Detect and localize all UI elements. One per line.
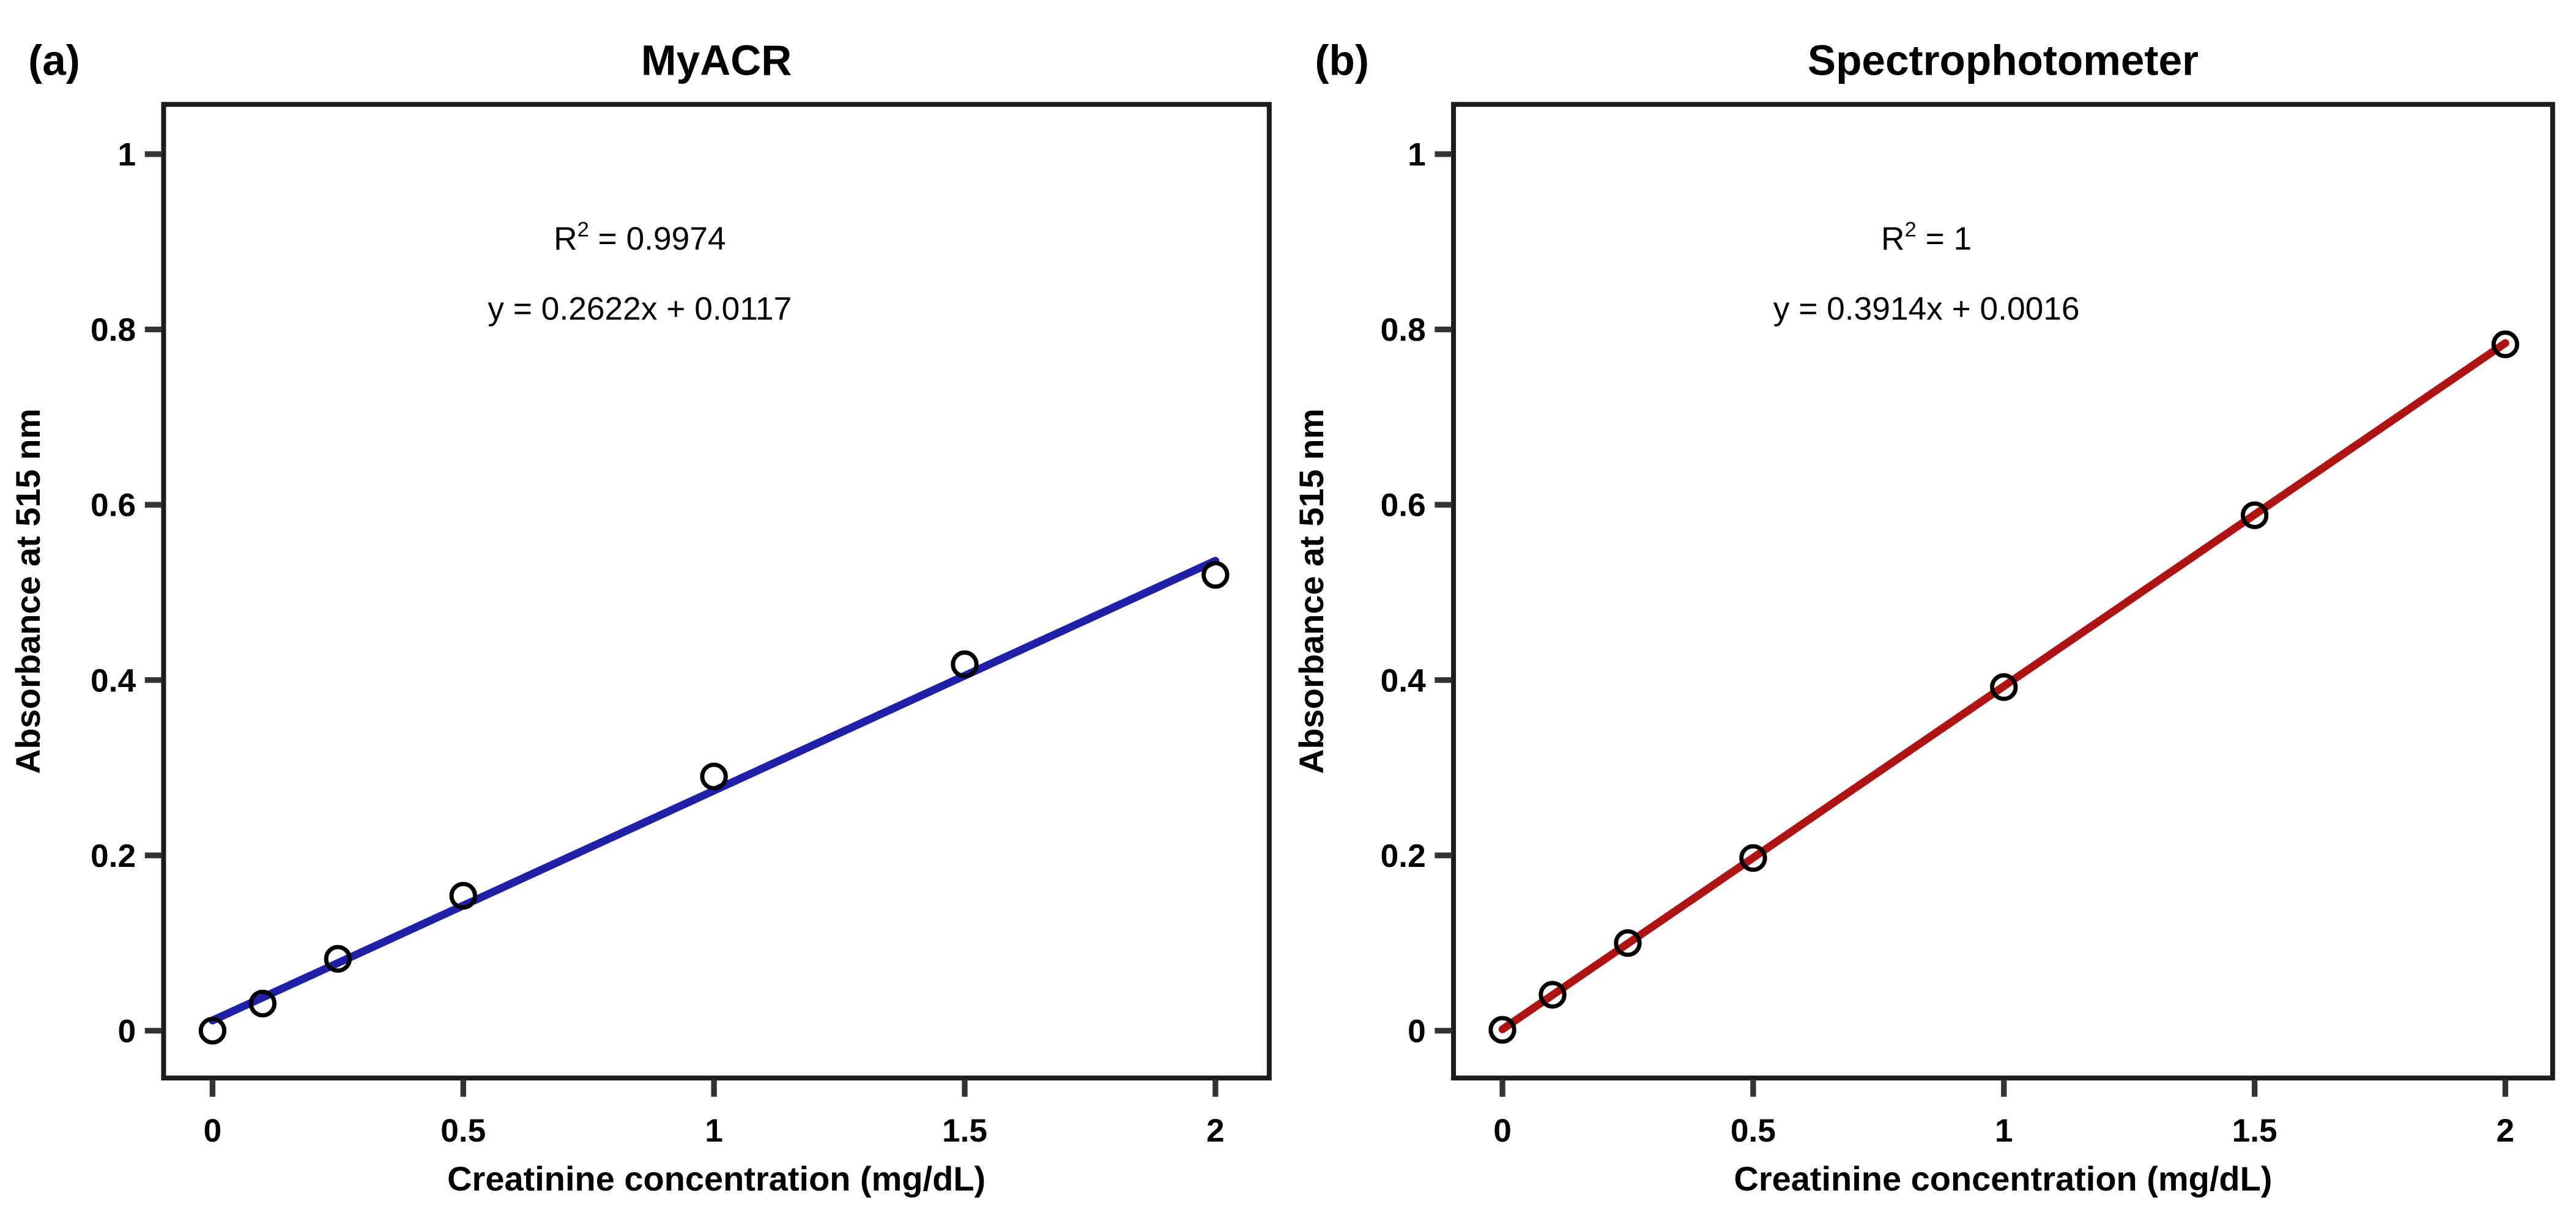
panel-a: 0 0.5 1 1.5 2 0 0.2 0.4 0.6 0.8 1 (a) MyACR Creatinin… xyxy=(9,37,1272,1198)
data-point-a xyxy=(248,989,277,1018)
panel-title-a: MyACR xyxy=(641,37,792,84)
y-tick-label-a: 0 xyxy=(117,1013,136,1049)
equation-annotation-b: y = 0.3914x + 0.0016 xyxy=(1773,291,2080,327)
x-tick-label-b: 1 xyxy=(1995,1113,2013,1149)
y-tick-label-b: 0.6 xyxy=(1381,488,1426,524)
plot-border-a xyxy=(161,102,1272,1081)
fit-line-b xyxy=(1498,339,2509,1033)
data-point-a xyxy=(1201,561,1230,589)
panel-letter-b: (b) xyxy=(1315,37,1368,84)
y-tick-label-b: 0.2 xyxy=(1381,838,1426,874)
data-point-b xyxy=(2491,330,2520,359)
data-point-a xyxy=(700,762,728,790)
data-point-a xyxy=(324,945,352,973)
panel-title-b: Spectrophotometer xyxy=(1808,37,2199,84)
plot-border-b xyxy=(1451,102,2555,1081)
x-tick-label-a: 0 xyxy=(204,1113,222,1149)
data-point-b xyxy=(1739,844,1767,872)
y-tick-label-a: 0.6 xyxy=(91,488,136,524)
x-tick-label-b: 2 xyxy=(2496,1113,2515,1149)
panel-b: 0 0.5 1 1.5 2 0 0.2 0.4 0.6 0.8 1 (b) Spectrophotome… xyxy=(1292,37,2555,1198)
y-tick-label-b: 0 xyxy=(1408,1013,1426,1049)
x-tick-label-b: 0 xyxy=(1493,1113,1512,1149)
y-axis-label-b: Absorbance at 515 nm xyxy=(1292,409,1331,774)
data-point-b xyxy=(2240,501,2269,529)
equation-annotation-a: y = 0.2622x + 0.0117 xyxy=(488,291,792,327)
fit-line-a xyxy=(209,557,1220,1025)
x-tick-label-a: 1 xyxy=(705,1113,723,1149)
data-point-b xyxy=(1614,929,1642,957)
x-tick-label-b: 0.5 xyxy=(1731,1113,1776,1149)
x-tick-label-a: 0.5 xyxy=(440,1113,486,1149)
x-axis-label-a: Creatinine concentration (mg/dL) xyxy=(447,1159,985,1198)
y-axis-label-a: Absorbance at 515 nm xyxy=(9,409,47,774)
x-axis-label-b: Creatinine concentration (mg/dL) xyxy=(1734,1159,2272,1198)
y-tick-label-a: 0.2 xyxy=(91,838,136,874)
x-tick-label-a: 2 xyxy=(1206,1113,1225,1149)
data-point-a xyxy=(951,650,979,678)
y-tick-label-b: 0.8 xyxy=(1381,312,1426,348)
x-tick-label-b: 1.5 xyxy=(2232,1113,2277,1149)
y-tick-label-b: 0.4 xyxy=(1381,663,1426,699)
x-tick-label-a: 1.5 xyxy=(942,1113,987,1149)
y-tick-label-b: 1 xyxy=(1408,137,1426,173)
y-tick-label-a: 0.4 xyxy=(91,663,136,699)
data-point-b xyxy=(1539,981,1567,1009)
data-point-a xyxy=(198,1017,227,1045)
y-tick-label-a: 0.8 xyxy=(91,312,136,348)
data-point-a xyxy=(449,882,477,910)
r-squared-annotation-a: R2 = 0.9974 xyxy=(554,218,726,257)
y-tick-label-a: 1 xyxy=(117,137,136,173)
panel-letter-a: (a) xyxy=(28,37,80,84)
data-point-b xyxy=(1990,673,2018,701)
r-squared-annotation-b: R2 = 1 xyxy=(1881,218,1972,257)
data-point-b xyxy=(1488,1016,1516,1044)
